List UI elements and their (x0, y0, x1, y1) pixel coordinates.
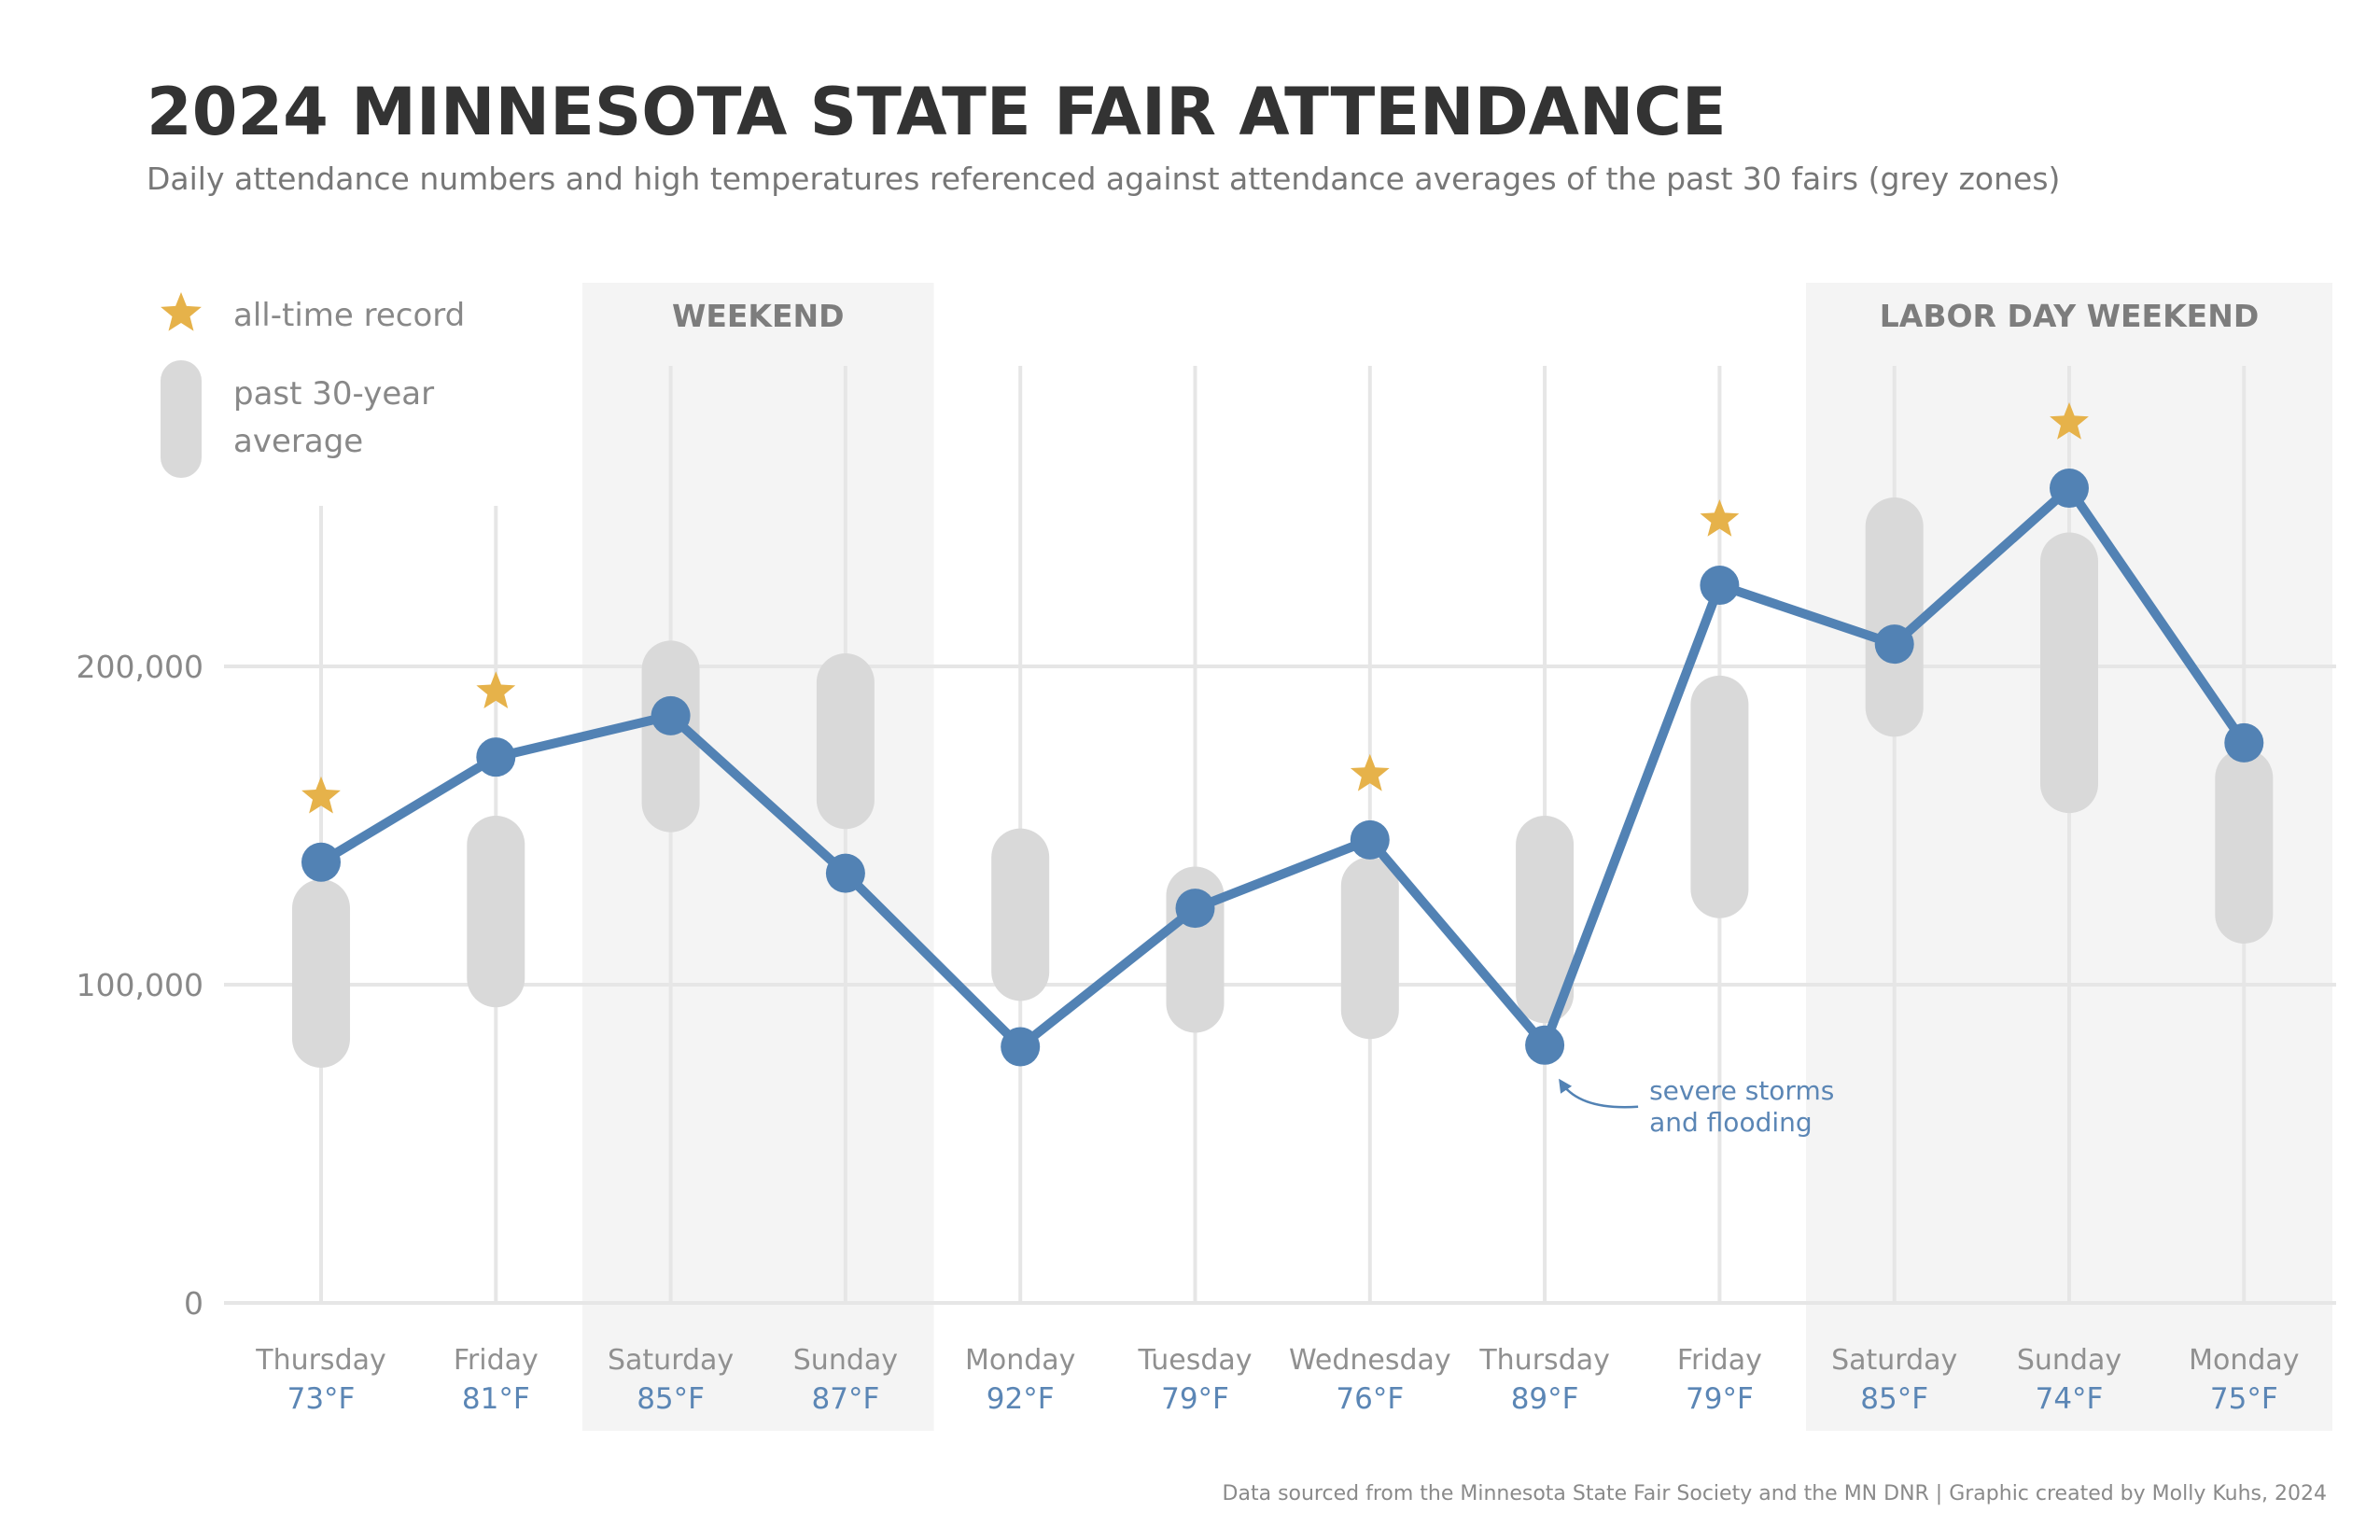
legend-star-icon (161, 292, 202, 331)
record-star-icon-1 (476, 671, 516, 708)
x-temp-label-11: 75°F (2210, 1382, 2278, 1416)
record-stars (301, 402, 2089, 814)
legend-record-label: all-time record (233, 297, 465, 334)
x-temp-label-6: 76°F (1336, 1382, 1404, 1416)
attendance-point-8 (1700, 566, 1740, 606)
avg-range-1 (467, 815, 525, 1008)
x-temp-label-0: 73°F (287, 1382, 356, 1416)
band-0 (581, 283, 934, 1431)
record-star-icon-10 (2050, 402, 2089, 440)
avg-range-9 (1865, 497, 1924, 737)
y-tick-label-0: 0 (184, 1285, 203, 1322)
x-day-label-2: Saturday (608, 1344, 734, 1377)
x-day-label-11: Monday (2189, 1344, 2299, 1377)
average-ranges (292, 497, 2274, 1068)
attendance-point-0 (301, 842, 341, 882)
x-temp-label-3: 87°F (812, 1382, 880, 1416)
legend-average-label-line2: average (233, 423, 363, 460)
attendance-point-11 (2224, 722, 2264, 763)
attendance-point-3 (825, 853, 865, 893)
x-temp-label-1: 81°F (462, 1382, 530, 1416)
avg-range-11 (2215, 749, 2274, 944)
x-day-label-5: Tuesday (1137, 1344, 1252, 1377)
x-day-label-0: Thursday (255, 1344, 386, 1377)
avg-range-10 (2040, 532, 2098, 814)
band-label-0: WEEKEND (672, 298, 845, 334)
x-temp-label-5: 79°F (1161, 1382, 1229, 1416)
annotation-arrow-0 (1561, 1084, 1639, 1109)
x-temp-label-7: 89°F (1511, 1382, 1579, 1416)
attendance-point-5 (1175, 889, 1215, 929)
x-day-label-8: Friday (1677, 1344, 1762, 1377)
x-day-label-10: Sunday (2017, 1344, 2121, 1377)
legend-average-label-line1: past 30-year (233, 375, 434, 413)
y-tick-label-2: 200,000 (77, 649, 203, 685)
axis-labels: 0 100,000 200,000 Thursday 73°F Friday 81°F Sat… (77, 649, 2300, 1416)
annotation-text-line1-0: severe storms (1649, 1075, 1834, 1106)
x-day-label-4: Monday (965, 1344, 1075, 1377)
y-tick-label-1: 100,000 (77, 967, 203, 1003)
x-day-label-1: Friday (454, 1344, 539, 1377)
x-temp-label-2: 85°F (637, 1382, 705, 1416)
attendance-series-line (316, 483, 2249, 1052)
band-label-1: LABOR DAY WEEKEND (1880, 298, 2259, 334)
attendance-point-7 (1525, 1025, 1565, 1065)
x-temp-label-4: 92°F (987, 1382, 1055, 1416)
annotation-arrowhead-0 (1559, 1078, 1573, 1094)
legend-average-swatch (161, 360, 202, 478)
x-day-label-6: Wednesday (1289, 1344, 1451, 1377)
footer-credits: Data sourced from the Minnesota State Fa… (1223, 1482, 2327, 1505)
avg-range-0 (292, 879, 350, 1068)
record-star-icon-0 (301, 776, 341, 814)
chart-subtitle: Daily attendance numbers and high temper… (147, 161, 2060, 197)
avg-range-8 (1690, 675, 1749, 918)
attendance-point-2 (651, 695, 691, 735)
avg-range-2 (641, 640, 700, 833)
attendance-point-9 (1874, 624, 1914, 665)
record-star-icon-8 (1700, 499, 1740, 537)
x-day-label-7: Thursday (1478, 1344, 1610, 1377)
x-temp-label-10: 74°F (2036, 1382, 2104, 1416)
attendance-line (301, 469, 2264, 1067)
chart-title: 2024 MINNESOTA STATE FAIR ATTENDANCE (147, 74, 1727, 150)
x-day-label-9: Saturday (1831, 1344, 1957, 1377)
avg-range-3 (816, 653, 875, 830)
attendance-point-10 (2050, 469, 2089, 509)
avg-range-7 (1516, 815, 1575, 1024)
x-day-label-3: Sunday (793, 1344, 898, 1377)
avg-range-4 (991, 828, 1050, 1001)
legend: all-time record past 30-year average (161, 292, 465, 478)
attendance-point-1 (476, 737, 516, 777)
attendance-point-4 (1001, 1027, 1041, 1067)
annotation-text-line2-0: and flooding (1649, 1107, 1813, 1138)
x-temp-label-8: 79°F (1686, 1382, 1754, 1416)
x-temp-label-9: 85°F (1860, 1382, 1928, 1416)
record-star-icon-6 (1350, 753, 1390, 791)
attendance-point-6 (1350, 819, 1390, 860)
avg-range-6 (1340, 857, 1399, 1040)
